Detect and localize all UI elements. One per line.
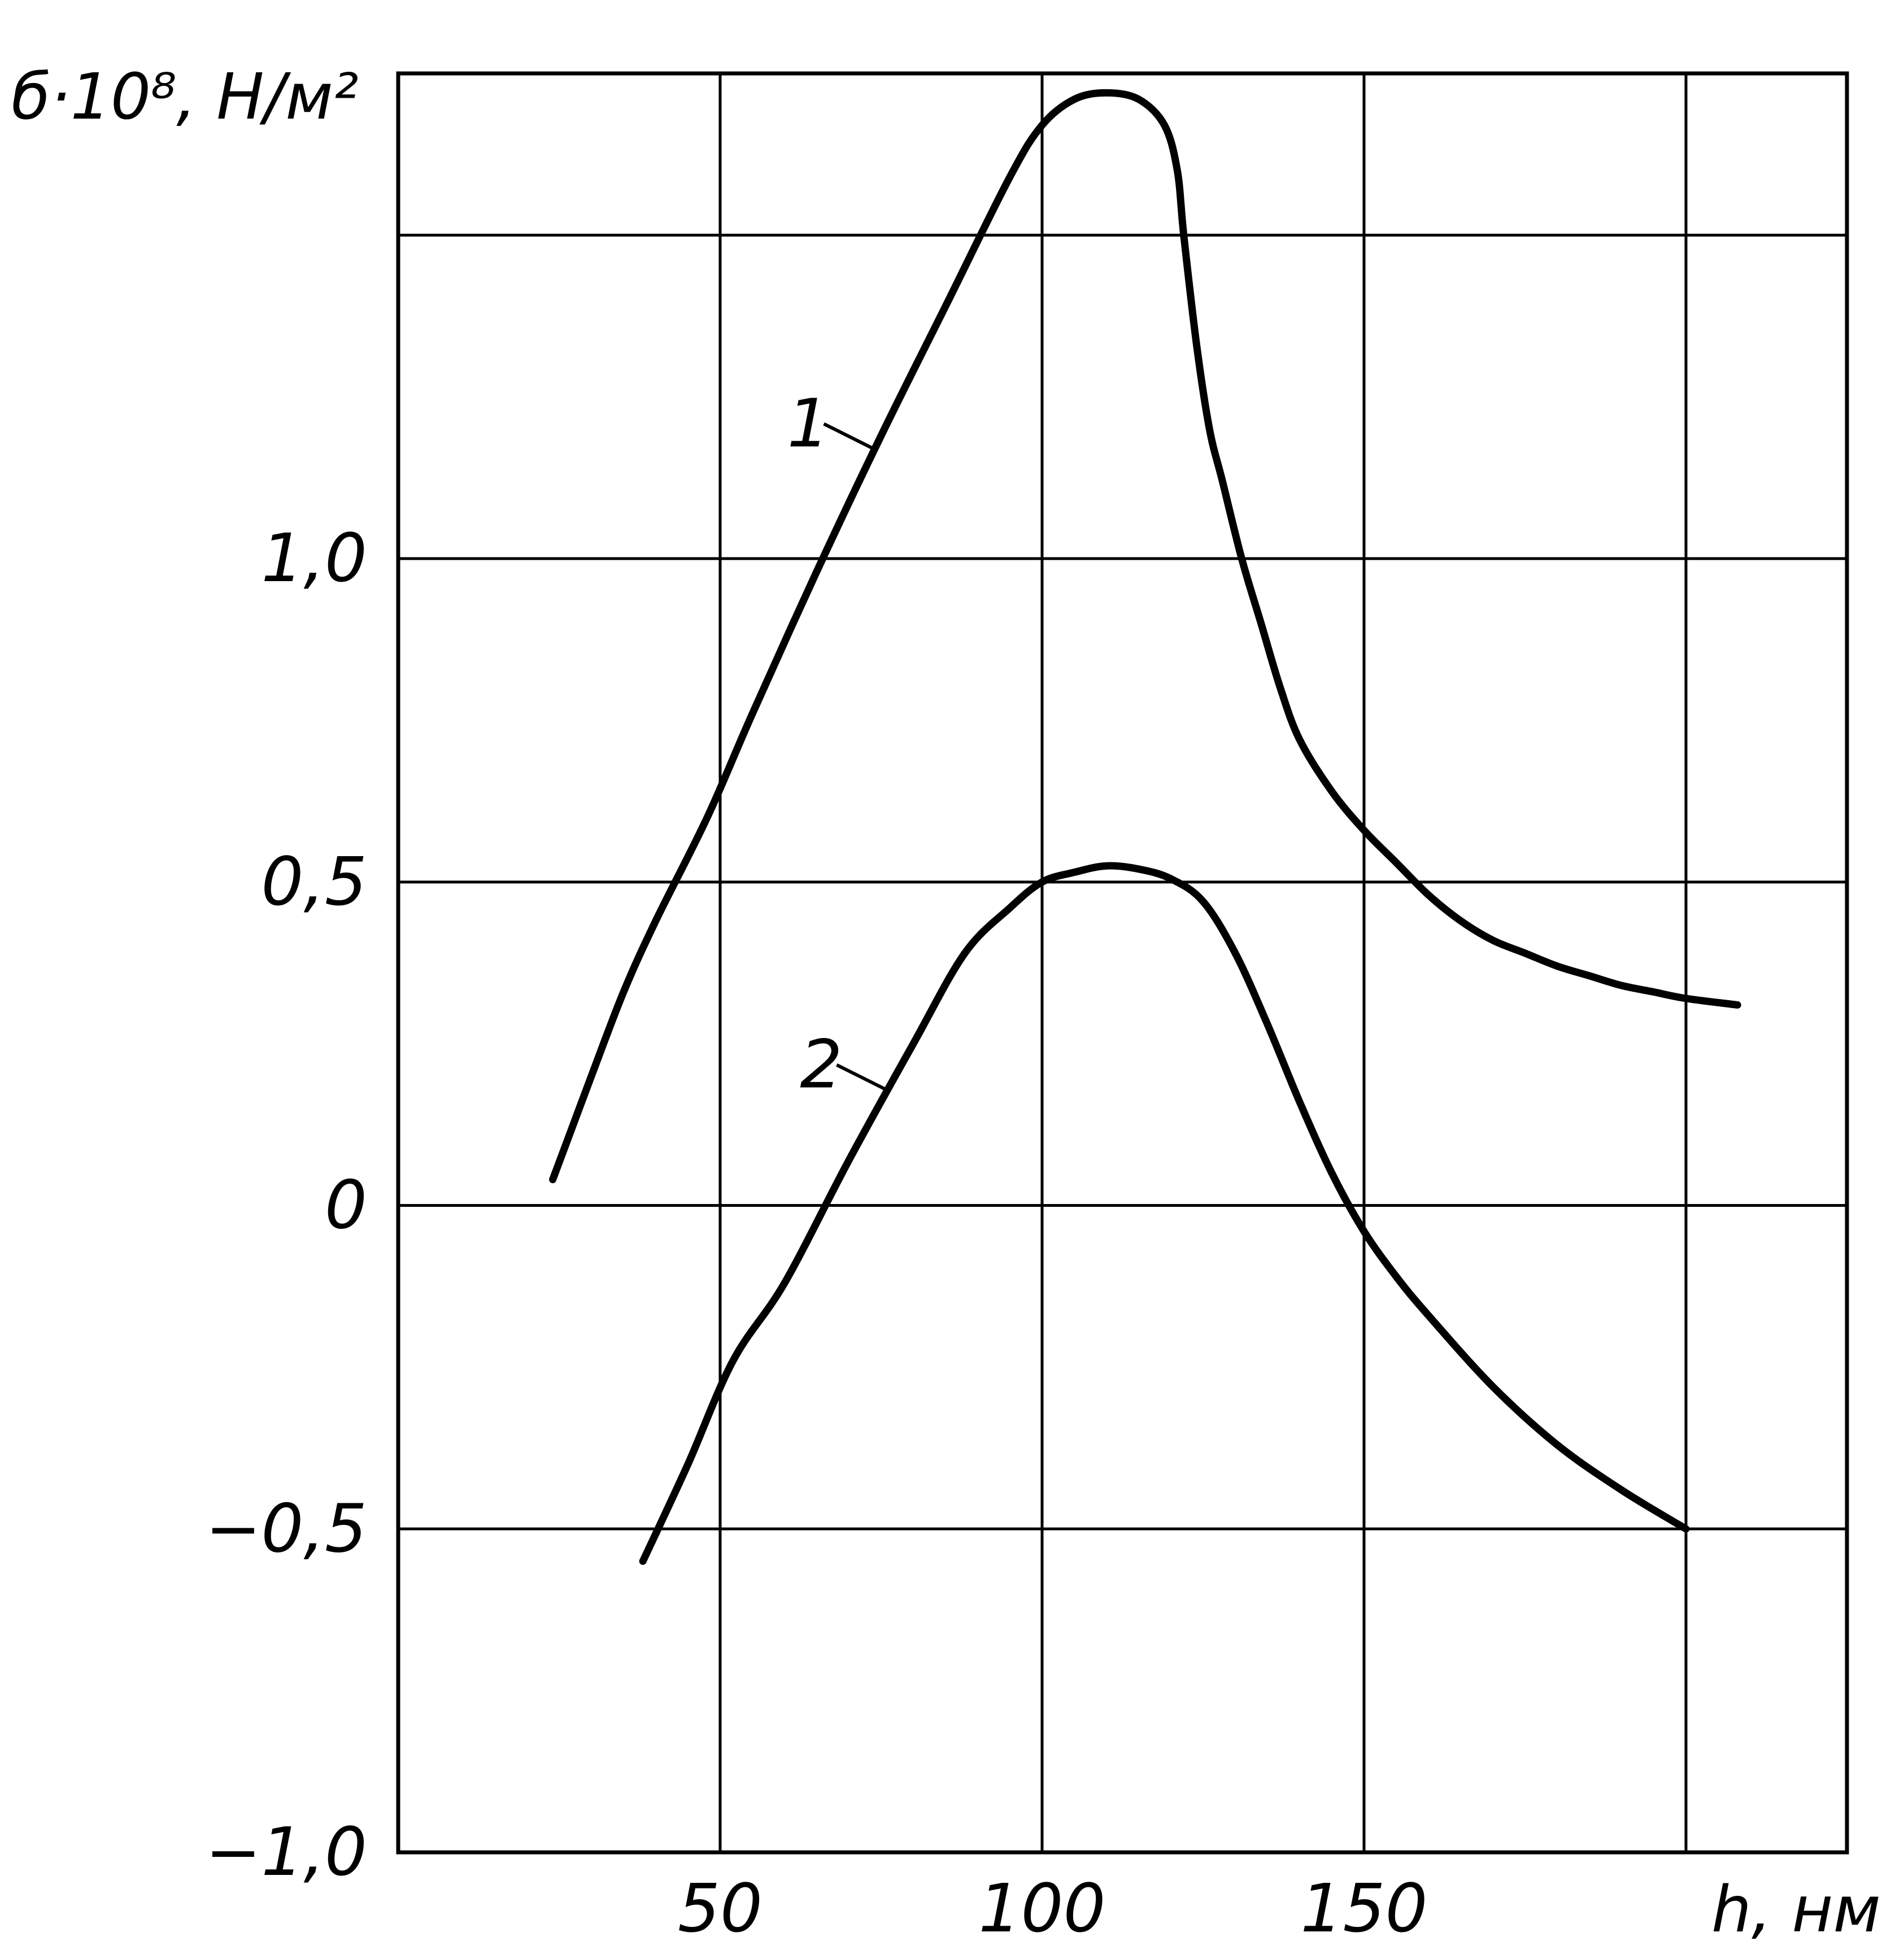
series-2-leader-line: [836, 1063, 888, 1092]
x-tick-label: 50: [678, 1869, 763, 1941]
series-2-label: 2: [800, 1026, 842, 1103]
series-1-leader-line: [823, 422, 875, 451]
y-axis-label: б·10⁸, Н/м²: [11, 60, 359, 134]
grid-lines: [398, 72, 1849, 1852]
series-layer: 12: [549, 89, 1741, 1565]
y-tick-label: 1,0: [261, 519, 367, 597]
x-axis-label: h, нм: [1711, 1873, 1881, 1941]
x-tick-label: 100: [978, 1869, 1105, 1941]
series-1-line: [549, 89, 1741, 1184]
y-tick-label: 0: [325, 1166, 367, 1244]
tick-labels: 50 100 150 −1,0 −0,5 0 0,5 1,0: [205, 519, 1427, 1941]
series-1-label: 1: [787, 385, 830, 463]
y-tick-label: 0,5: [261, 843, 367, 921]
y-tick-label: −1,0: [205, 1813, 367, 1891]
series-2-line: [639, 862, 1690, 1565]
y-tick-label: −0,5: [205, 1489, 367, 1567]
x-tick-label: 150: [1300, 1869, 1427, 1941]
plot-frame: [396, 71, 1849, 1855]
